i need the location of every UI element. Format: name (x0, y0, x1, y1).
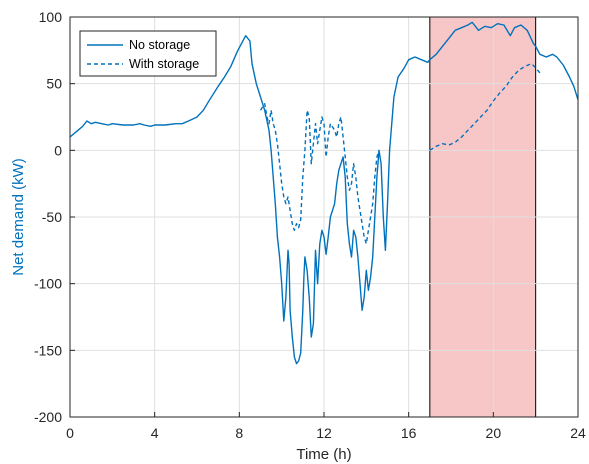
x-tick-label: 20 (486, 425, 502, 441)
y-tick-label: 100 (39, 9, 63, 25)
x-axis-title: Time (h) (296, 446, 351, 463)
x-tick-label: 0 (66, 425, 74, 441)
series-line-0 (69, 21, 579, 365)
x-tick-label: 16 (401, 425, 417, 441)
x-tick-label: 4 (151, 425, 159, 441)
x-tick-label: 8 (235, 425, 243, 441)
series-line-1 (259, 103, 380, 245)
legend-box (79, 30, 217, 77)
legend: No storage With storage (79, 30, 217, 77)
axis-ticks: 0 4 8 12 16 20 24 -200 -150 -100 -50 0 50 100 (34, 9, 586, 441)
legend-label-with-storage: With storage (129, 57, 199, 71)
x-tick-label: 12 (316, 425, 332, 441)
y-tick-label: 50 (46, 76, 62, 92)
series-line-2 (429, 63, 541, 151)
y-axis-title: Net demand (kW) (10, 158, 27, 276)
y-tick-label: -100 (34, 276, 62, 292)
y-tick-label: -200 (34, 409, 62, 425)
y-tick-label: -50 (42, 209, 62, 225)
series-layer (69, 21, 579, 365)
legend-label-no-storage: No storage (129, 38, 190, 52)
x-tick-label: 24 (570, 425, 586, 441)
y-tick-label: -150 (34, 342, 62, 358)
y-tick-label: 0 (54, 142, 62, 158)
